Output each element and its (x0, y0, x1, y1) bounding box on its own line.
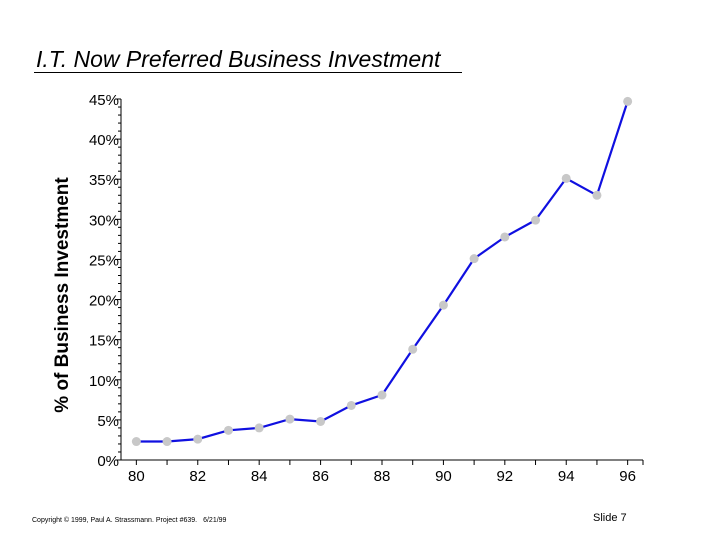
y-tick-label: 20% (89, 293, 119, 310)
x-tick-label: 88 (374, 468, 391, 485)
data-point (131, 437, 141, 447)
data-point (162, 437, 172, 447)
y-tick-label: 35% (89, 172, 119, 189)
series (131, 96, 633, 447)
data-point (592, 190, 602, 200)
data-point (316, 416, 326, 426)
axes (120, 99, 643, 461)
data-point (531, 215, 541, 225)
slide-number: Slide 7 (593, 512, 627, 524)
data-point (500, 232, 510, 242)
x-tick-label: 96 (619, 468, 636, 485)
y-tick-label: 5% (97, 413, 119, 430)
y-tick-label: 40% (89, 132, 119, 149)
data-point (408, 344, 418, 354)
data-point (623, 96, 633, 106)
copyright-date: 6/21/99 (203, 517, 227, 524)
slide-title: I.T. Now Preferred Business Investment (36, 46, 441, 72)
x-tick-label: 94 (558, 468, 575, 485)
x-tick-label: 80 (128, 468, 145, 485)
x-tick-label: 84 (251, 468, 268, 485)
data-point (561, 173, 571, 183)
data-point (193, 434, 203, 444)
data-point (254, 423, 264, 433)
series-line (136, 101, 629, 443)
y-tick-label: 0% (97, 453, 119, 470)
y-ticks: 0% 5% 10% 15% 20% 25% 30% 35% 40% 45% (89, 92, 121, 470)
footer-copyright: Copyright © 1999, Paul A. Strassmann. Pr… (32, 517, 232, 524)
data-point (469, 254, 479, 264)
x-tick-label: 82 (189, 468, 206, 485)
x-ticks: 80 82 84 86 88 90 92 94 96 (128, 460, 644, 485)
title-underline (34, 72, 462, 73)
data-point (377, 390, 387, 400)
x-tick-label: 92 (496, 468, 513, 485)
y-tick-label: 10% (89, 373, 119, 390)
data-point (346, 400, 356, 410)
y-tick-label: 25% (89, 252, 119, 269)
y-tick-label: 45% (89, 92, 119, 109)
x-tick-label: 90 (435, 468, 452, 485)
y-tick-label: 15% (89, 333, 119, 350)
copyright-text: Copyright © 1999, Paul A. Strassmann. Pr… (32, 517, 198, 524)
y-tick-label: 30% (89, 212, 119, 229)
data-point (438, 300, 448, 310)
x-tick-label: 86 (312, 468, 329, 485)
data-point (223, 425, 233, 435)
data-point (285, 414, 295, 424)
